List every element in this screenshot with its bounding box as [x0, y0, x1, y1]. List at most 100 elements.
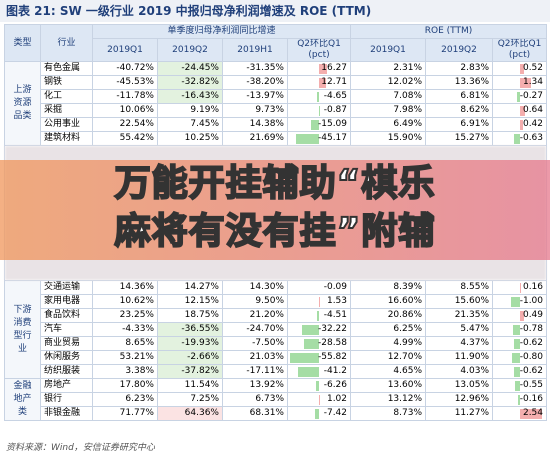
- change-cell: -41.2: [286, 364, 352, 379]
- change-bar: [311, 120, 319, 130]
- roe-cell: 11.27%: [425, 406, 494, 421]
- change-cell: -15.09: [286, 117, 352, 132]
- roe-cell: 15.60%: [425, 294, 494, 309]
- growth-cell: 17.80%: [92, 378, 158, 393]
- roe-cell: 8.73%: [350, 406, 427, 421]
- change-bar: [519, 78, 532, 88]
- change-bar: [316, 311, 319, 321]
- roe-cell: 8.62%: [425, 103, 494, 118]
- change-text: 0.42: [522, 119, 544, 129]
- roe-cell: 5.47%: [425, 322, 494, 337]
- growth-cell: -36.55%: [157, 322, 223, 337]
- growth-cell: -38.20%: [222, 75, 288, 90]
- change-cell: -0.27: [492, 89, 548, 104]
- table-row: 银行 6.23% 7.25% 6.73% 1.02 13.12% 12.96% -0.16: [5, 392, 548, 407]
- group-header: 单季度归母净利润同比增速: [91, 24, 352, 39]
- banner-line: 万能开挂辅助“棋乐: [114, 162, 436, 205]
- change-cell: 0.49: [492, 308, 548, 323]
- growth-cell: 21.03%: [222, 350, 288, 365]
- industry: 公用事业: [40, 117, 93, 132]
- change-cell: 16.27: [286, 61, 352, 76]
- change-text: -45.17: [318, 133, 348, 143]
- growth-cell: 10.25%: [157, 131, 223, 146]
- col-header: 2019Q1: [92, 38, 158, 62]
- change-text: -7.42: [323, 408, 348, 418]
- roe-cell: 6.81%: [425, 89, 494, 104]
- change-cell: -4.65: [286, 89, 352, 104]
- change-bar: [512, 353, 520, 363]
- roe-cell: 6.25%: [350, 322, 427, 337]
- change-text: -28.58: [318, 338, 348, 348]
- change-text: -0.55: [519, 380, 544, 390]
- overlay-banner: 万能开挂辅助“棋乐 麻将有没有挂”附辅: [0, 160, 550, 260]
- change-cell: -6.26: [286, 378, 352, 393]
- roe-cell: 11.90%: [425, 350, 494, 365]
- growth-cell: -31.35%: [222, 61, 288, 76]
- growth-cell: 14.38%: [222, 117, 288, 132]
- change-text: -0.80: [519, 352, 544, 362]
- roe-cell: 12.70%: [350, 350, 427, 365]
- change-bar: [295, 134, 319, 144]
- change-bar: [304, 339, 319, 349]
- table-row: 纺织服装 3.38% -37.82% -17.11% -41.2 4.65% 4.03% -0…: [5, 364, 548, 379]
- growth-cell: 8.65%: [92, 336, 158, 351]
- table-row: 食品饮料 23.25% 18.75% 21.20% -4.51 20.86% 21.35% 0…: [5, 308, 548, 323]
- growth-cell: 14.36%: [92, 280, 158, 295]
- change-text: -0.62: [519, 366, 544, 376]
- growth-cell: 21.69%: [222, 131, 288, 146]
- table-row: 采掘 10.06% 9.19% 9.73% -0.87 7.98% 8.62% 0.64: [5, 103, 548, 118]
- change-text: -15.09: [318, 119, 348, 129]
- industry: 钢铁: [40, 75, 93, 90]
- col-header: 2019Q2: [425, 38, 494, 62]
- industry: 汽车: [40, 322, 93, 337]
- change-text: -0.27: [519, 91, 544, 101]
- growth-cell: 64.36%: [157, 406, 223, 421]
- change-bar: [302, 325, 319, 335]
- growth-cell: -13.97%: [222, 89, 288, 104]
- growth-cell: 14.27%: [157, 280, 223, 295]
- change-bar: [315, 381, 319, 391]
- roe-cell: 4.37%: [425, 336, 494, 351]
- change-cell: -0.16: [492, 392, 548, 407]
- table-row: 公用事业 22.54% 7.45% 14.38% -15.09 6.49% 6.91% 0.4…: [5, 117, 548, 132]
- col-header: 2019Q1: [350, 38, 427, 62]
- growth-cell: 10.06%: [92, 103, 158, 118]
- change-bar: [519, 283, 521, 293]
- col-header: 2019Q2: [157, 38, 223, 62]
- change-cell: 0.16: [492, 280, 548, 295]
- industry: 非银金融: [40, 406, 93, 421]
- industry: 房地产: [40, 378, 93, 393]
- table-row: 化工 -11.78% -16.43% -13.97% -4.65 7.08% 6.81% -0…: [5, 89, 548, 104]
- change-text: -0.87: [323, 105, 348, 115]
- change-cell: -0.09: [286, 280, 352, 295]
- change-bar: [519, 311, 524, 321]
- change-cell: 1.02: [286, 392, 352, 407]
- change-bar: [319, 297, 320, 307]
- growth-cell: 9.73%: [222, 103, 288, 118]
- roe-cell: 20.86%: [350, 308, 427, 323]
- growth-cell: 7.45%: [157, 117, 223, 132]
- growth-cell: 6.73%: [222, 392, 288, 407]
- roe-cell: 2.83%: [425, 61, 494, 76]
- roe-cell: 4.03%: [425, 364, 494, 379]
- change-cell: -0.62: [492, 364, 548, 379]
- roe-cell: 21.35%: [425, 308, 494, 323]
- change-text: -1.00: [519, 296, 544, 306]
- change-text: -6.26: [323, 380, 348, 390]
- growth-cell: -37.82%: [157, 364, 223, 379]
- change-cell: 12.71: [286, 75, 352, 90]
- industry: 化工: [40, 89, 93, 104]
- change-text: 1.02: [326, 394, 348, 404]
- change-text: 0.64: [522, 105, 544, 115]
- growth-cell: 71.77%: [92, 406, 158, 421]
- table-row: 下游 消费 型行 业交通运输 14.36% 14.27% 14.30% -0.09 8.3…: [4, 280, 548, 379]
- change-bar: [513, 134, 520, 144]
- change-cell: -32.22: [286, 322, 352, 337]
- growth-cell: -32.82%: [157, 75, 223, 90]
- change-cell: 0.64: [492, 103, 548, 118]
- change-cell: 0.42: [492, 117, 548, 132]
- change-text: -4.65: [323, 91, 348, 101]
- growth-cell: 12.15%: [157, 294, 223, 309]
- section-label: 金融 地产 类: [4, 378, 41, 421]
- roe-cell: 15.90%: [350, 131, 427, 146]
